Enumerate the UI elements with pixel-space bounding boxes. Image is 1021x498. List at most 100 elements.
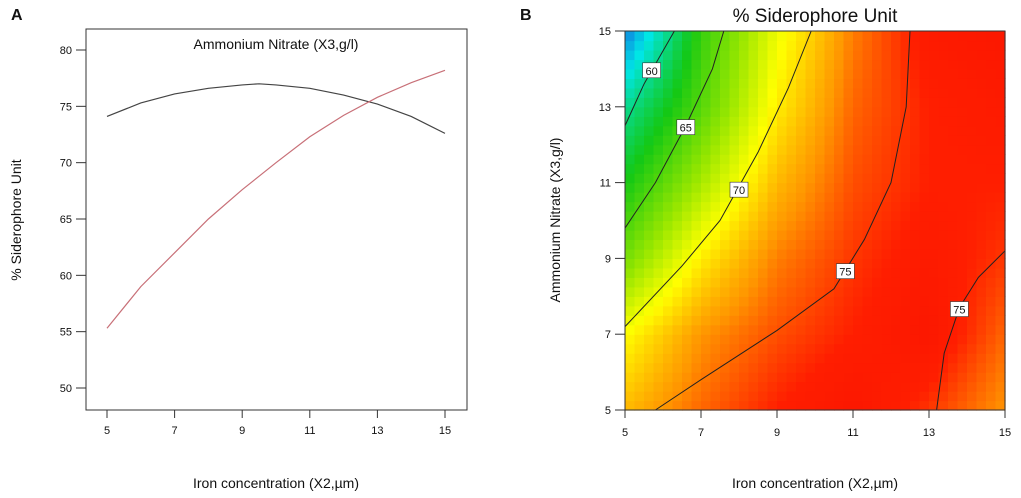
heatmap-cell — [634, 173, 645, 184]
heatmap-cell — [881, 315, 892, 326]
heatmap-cell — [625, 87, 636, 98]
heatmap-cell — [986, 315, 997, 326]
heatmap-cell — [938, 40, 949, 51]
heatmap-cell — [976, 258, 987, 269]
heatmap-cell — [957, 343, 968, 354]
heatmap-cell — [948, 192, 959, 203]
heatmap-cell — [729, 324, 740, 335]
heatmap-cell — [701, 315, 712, 326]
heatmap-cell — [748, 372, 759, 383]
heatmap-cell — [872, 229, 883, 241]
heatmap-cell — [796, 173, 807, 184]
heatmap-cell — [663, 334, 674, 345]
heatmap-cell — [919, 315, 930, 326]
heatmap-cell — [853, 381, 864, 392]
heatmap-cell — [995, 49, 1006, 61]
heatmap-cell — [862, 173, 873, 184]
heatmap-cell — [834, 154, 845, 165]
heatmap-cell — [929, 125, 940, 136]
heatmap-cell — [891, 400, 902, 411]
heatmap-cell — [805, 106, 816, 117]
heatmap-cell — [634, 267, 645, 278]
heatmap-cell — [663, 211, 674, 222]
heatmap-cell — [967, 49, 978, 61]
heatmap-cell — [986, 154, 997, 165]
heatmap-cell — [644, 353, 655, 364]
heatmap-cell — [986, 229, 997, 241]
heatmap-cell — [663, 400, 674, 411]
heatmap-cell — [805, 163, 816, 174]
heatmap-cell — [777, 296, 788, 307]
heatmap-cell — [634, 49, 645, 61]
heatmap-cell — [767, 315, 778, 326]
heatmap-cell — [853, 277, 864, 288]
heatmap-cell — [834, 239, 845, 250]
heatmap-cell — [919, 400, 930, 411]
heatmap-cell — [948, 68, 959, 79]
heatmap-cell — [976, 144, 987, 155]
heatmap-cell — [948, 248, 959, 259]
heatmap-cell — [767, 59, 778, 70]
heatmap-cell — [729, 59, 740, 70]
heatmap-cell — [948, 381, 959, 392]
heatmap-cell — [948, 400, 959, 411]
heatmap-cell — [862, 144, 873, 155]
heatmap-cell — [653, 400, 664, 411]
heatmap-cell — [625, 192, 636, 203]
heatmap-cell — [691, 173, 702, 184]
contour-label-box — [729, 181, 749, 198]
heatmap-cell — [729, 267, 740, 278]
heatmap-cell — [995, 267, 1006, 278]
heatmap-cell — [938, 324, 949, 335]
heatmap-cell — [815, 173, 826, 184]
heatmap-cell — [748, 40, 759, 51]
heatmap-cell — [948, 324, 959, 335]
heatmap-cell — [748, 211, 759, 222]
heatmap-cell — [824, 277, 835, 288]
heatmap-cell — [739, 144, 750, 155]
heatmap-cell — [796, 296, 807, 307]
heatmap-cell — [805, 78, 816, 89]
heatmap-cell — [767, 144, 778, 155]
heatmap-cell — [758, 400, 769, 411]
heatmap-cell — [815, 87, 826, 98]
heatmap-cell — [758, 163, 769, 174]
heatmap-cell — [957, 135, 968, 146]
heatmap-cell — [786, 31, 797, 42]
heatmap-cell — [634, 31, 645, 42]
heatmap-cell — [995, 220, 1006, 231]
heatmap-cell — [786, 173, 797, 184]
heatmap-cell — [729, 97, 740, 108]
heatmap-cell — [995, 135, 1006, 146]
heatmap-cell — [634, 286, 645, 297]
heatmap-cell — [720, 362, 731, 373]
heatmap-cell — [929, 68, 940, 79]
heatmap-cell — [653, 154, 664, 165]
heatmap-cell — [653, 277, 664, 288]
x-axis-label-a: Iron concentration (X2,µm) — [193, 475, 359, 491]
heatmap-cell — [767, 400, 778, 411]
heatmap-cell — [891, 305, 902, 316]
heatmap-cell — [957, 381, 968, 392]
heatmap-cell — [672, 267, 683, 278]
heatmap-cell — [691, 163, 702, 174]
heatmap-cell — [948, 106, 959, 117]
heatmap-cell — [976, 31, 987, 42]
heatmap-cell — [967, 201, 978, 212]
heatmap-cell — [948, 125, 959, 136]
heatmap-cell — [691, 343, 702, 354]
heatmap-cell — [720, 106, 731, 117]
heatmap-cell — [644, 258, 655, 269]
heatmap-cell — [862, 116, 873, 127]
heatmap-cell — [900, 296, 911, 307]
heatmap-cell — [691, 135, 702, 146]
heatmap-cell — [710, 201, 721, 212]
heatmap-cell — [843, 220, 854, 231]
heatmap-cell — [967, 144, 978, 155]
heatmap-cell — [910, 315, 921, 326]
heatmap-cell — [967, 220, 978, 231]
heatmap-cell — [910, 31, 921, 42]
heatmap-cell — [701, 125, 712, 136]
heatmap-cell — [720, 154, 731, 165]
heatmap-cell — [957, 362, 968, 373]
